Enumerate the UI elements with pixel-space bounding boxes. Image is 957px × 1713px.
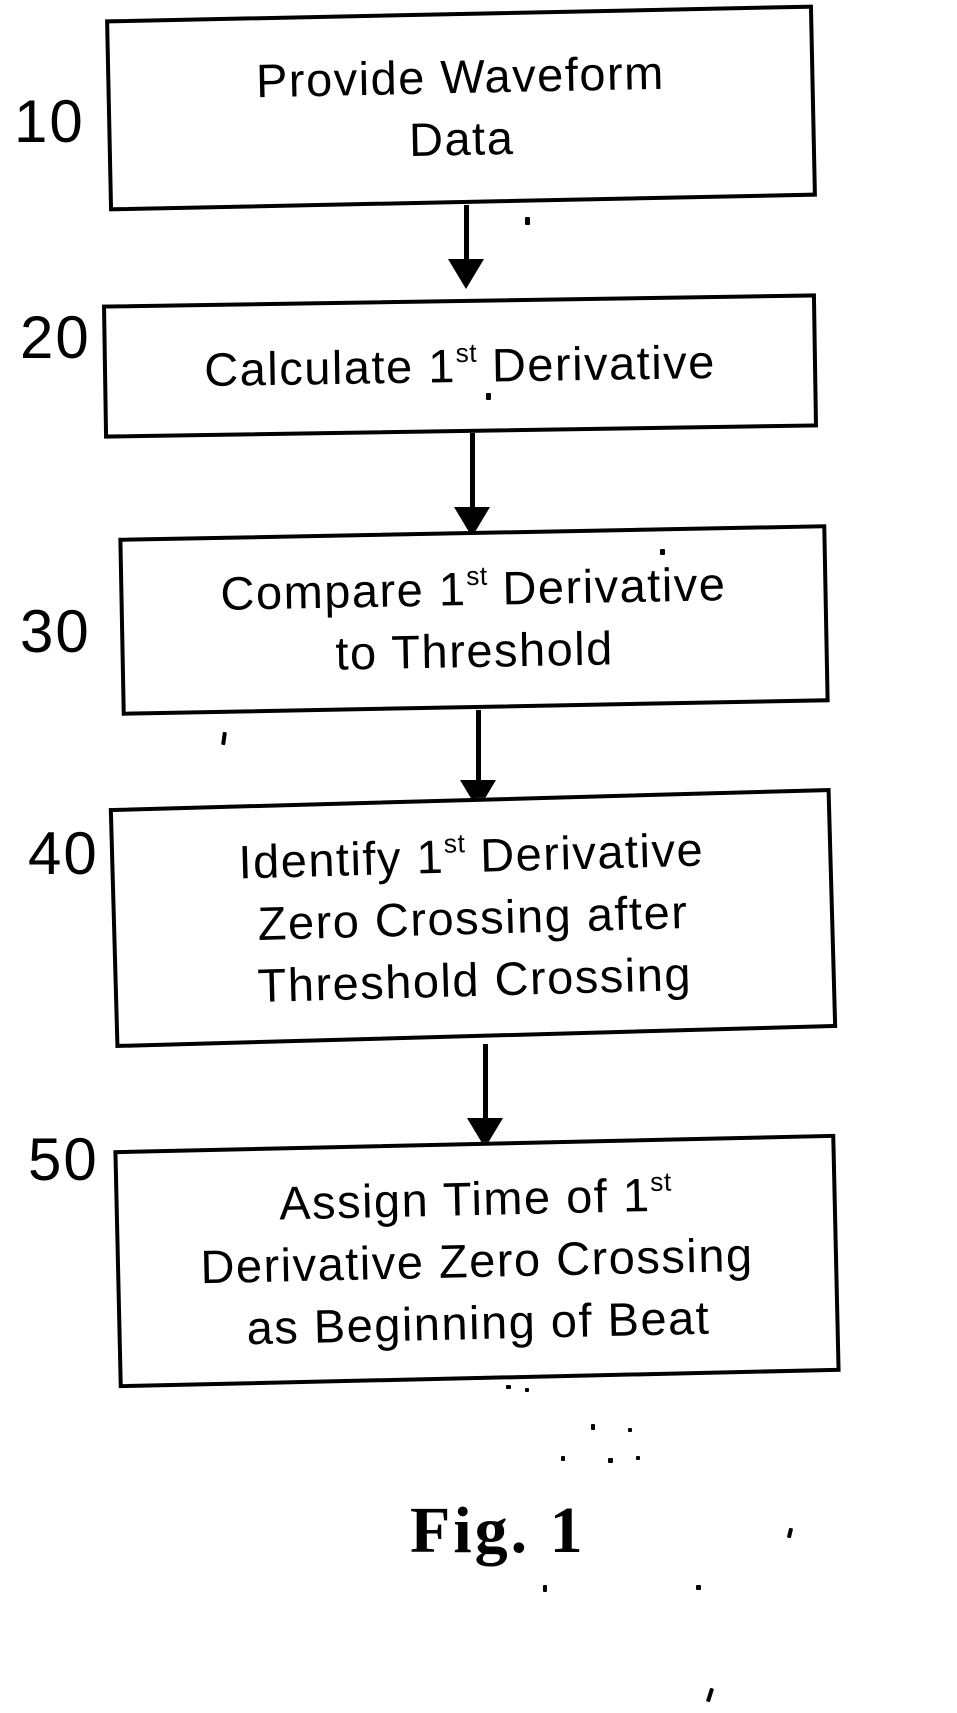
flow-step-text-40: Identify 1st Derivative Zero Crossing aft… xyxy=(237,822,705,1013)
figure-caption: Fig. 1 xyxy=(410,1494,586,1567)
flow-arrow-20-30 xyxy=(454,433,490,537)
arrow-line xyxy=(463,205,469,259)
step-ref-label-20: 20 xyxy=(20,304,91,371)
flow-step-box-30: Compare 1st Derivative to Threshold xyxy=(118,524,830,716)
scan-speckle xyxy=(486,393,491,400)
flow-step-text-50: Assign Time of 1st Derivative Zero Crossi… xyxy=(199,1166,755,1355)
arrow-line xyxy=(482,1044,488,1118)
step-ref-label-40: 40 xyxy=(28,820,99,887)
flow-arrow-10-20 xyxy=(448,205,484,289)
flow-step-box-10: Provide Waveform Data xyxy=(105,4,817,212)
flow-arrow-40-50 xyxy=(467,1044,503,1148)
flow-step-box-50: Assign Time of 1st Derivative Zero Crossi… xyxy=(113,1133,841,1389)
scan-speckle xyxy=(561,1456,565,1461)
scan-speckle xyxy=(221,731,227,746)
scan-speckle xyxy=(525,217,530,225)
step-ref-label-10: 10 xyxy=(14,88,85,155)
scan-speckle xyxy=(525,1388,529,1392)
scan-speckle xyxy=(705,1687,715,1703)
flow-step-box-20: Calculate 1st Derivative xyxy=(101,293,819,439)
arrow-head-icon xyxy=(448,259,484,289)
scan-speckle xyxy=(660,549,665,555)
scan-speckle xyxy=(786,1527,794,1539)
scan-speckle xyxy=(696,1585,701,1590)
scan-speckle xyxy=(591,1424,595,1430)
flow-step-text-20: Calculate 1st Derivative xyxy=(203,334,717,397)
flow-arrow-30-40 xyxy=(460,710,496,810)
flow-step-text-10: Provide Waveform Data xyxy=(255,45,666,167)
arrow-line xyxy=(469,433,475,507)
step-ref-label-30: 30 xyxy=(20,598,91,665)
scan-speckle xyxy=(608,1458,613,1463)
flow-step-box-40: Identify 1st Derivative Zero Crossing aft… xyxy=(108,787,838,1049)
arrow-line xyxy=(475,710,481,780)
scan-speckle xyxy=(628,1428,632,1432)
step-ref-label-50: 50 xyxy=(28,1126,99,1193)
flow-step-text-30: Compare 1st Derivative to Threshold xyxy=(219,557,727,680)
scan-speckle xyxy=(636,1456,640,1460)
scan-speckle xyxy=(506,1385,511,1389)
scan-speckle xyxy=(543,1585,547,1592)
